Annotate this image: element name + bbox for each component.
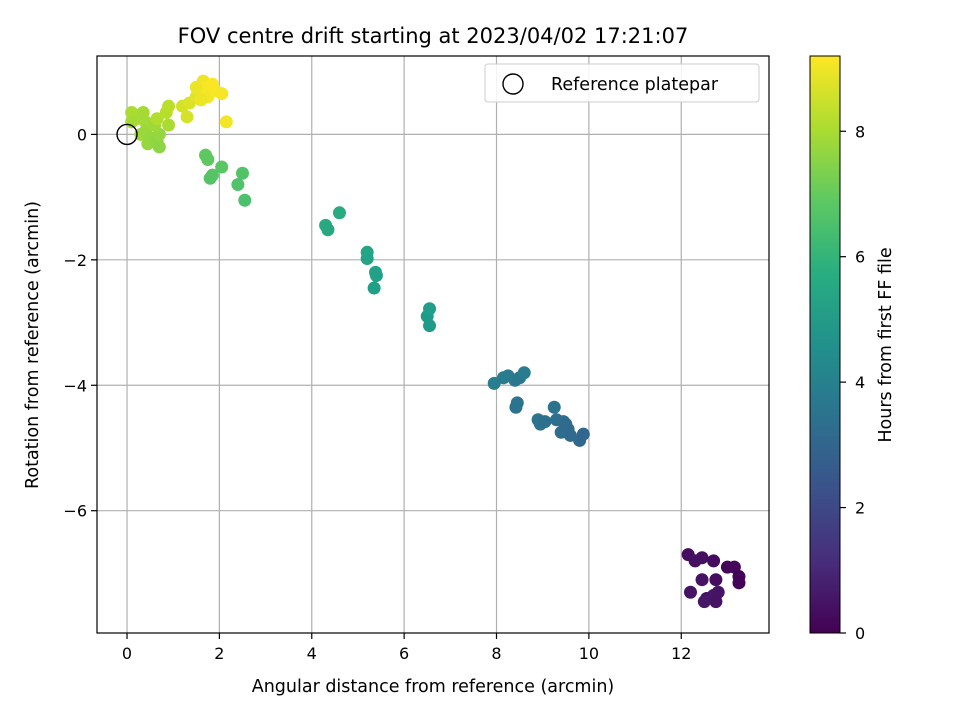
data-point xyxy=(152,140,166,154)
data-points xyxy=(125,74,746,609)
y-axis-label: Rotation from reference (arcmin) xyxy=(23,201,43,489)
data-point xyxy=(219,115,233,129)
legend-entry-reference-platepar: Reference platepar xyxy=(551,75,719,95)
y-tick-label: −6 xyxy=(63,502,87,521)
colorbar-tick-label: 4 xyxy=(855,373,865,392)
data-point xyxy=(423,319,437,333)
data-point xyxy=(367,281,381,295)
colorbar-tick-label: 0 xyxy=(855,624,865,643)
colorbar-ticks: 0 2 4 6 8 xyxy=(840,122,865,643)
x-tick-label: 10 xyxy=(579,644,599,663)
data-point xyxy=(732,576,746,590)
data-point xyxy=(231,178,245,192)
data-point xyxy=(125,115,139,129)
data-point xyxy=(369,269,383,283)
data-point xyxy=(509,400,523,414)
data-point xyxy=(709,595,723,609)
data-point xyxy=(215,160,229,174)
data-point xyxy=(235,166,249,180)
y-tick-label: −2 xyxy=(63,251,87,270)
x-tick-label: 12 xyxy=(671,644,691,663)
legend: Reference platepar xyxy=(484,63,760,103)
colorbar-gradient xyxy=(809,55,841,634)
data-point xyxy=(695,573,709,587)
chart-title: FOV centre drift starting at 2023/04/02 … xyxy=(178,24,689,48)
data-point xyxy=(576,427,590,441)
y-tick-label: −4 xyxy=(63,376,87,395)
data-point xyxy=(695,551,709,565)
colorbar-tick-label: 2 xyxy=(855,499,865,518)
colorbar-tick-label: 6 xyxy=(855,248,865,267)
plot-frame xyxy=(96,55,770,634)
data-point xyxy=(203,171,217,185)
data-point xyxy=(189,80,203,94)
data-point xyxy=(332,206,346,220)
data-point xyxy=(201,152,215,166)
data-point xyxy=(697,595,711,609)
data-point xyxy=(150,112,164,126)
x-tick-label: 4 xyxy=(307,644,317,663)
x-tick-label: 8 xyxy=(491,644,501,663)
reference-platepar-marker xyxy=(116,123,138,146)
data-point xyxy=(162,99,176,113)
data-point xyxy=(547,400,561,414)
legend-marker-icon xyxy=(502,73,524,95)
colorbar: 0 2 4 6 8 Hours from first FF file xyxy=(809,55,896,643)
data-point xyxy=(194,93,208,107)
x-axis-ticks: 0 2 4 6 8 10 12 xyxy=(122,633,691,663)
legend-box xyxy=(484,63,760,103)
x-tick-label: 0 xyxy=(122,644,132,663)
data-point xyxy=(517,366,531,380)
data-point xyxy=(238,193,252,207)
data-point xyxy=(162,118,176,132)
colorbar-tick-label: 8 xyxy=(855,122,865,141)
data-point xyxy=(215,87,229,101)
data-point xyxy=(538,415,552,429)
y-tick-label: 0 xyxy=(77,125,87,144)
data-point xyxy=(709,573,723,587)
y-axis-ticks: 0 −2 −4 −6 xyxy=(63,125,97,521)
data-point xyxy=(423,302,437,316)
data-point xyxy=(321,223,335,237)
data-point xyxy=(559,417,573,431)
data-point xyxy=(683,585,697,599)
colorbar-label: Hours from first FF file xyxy=(876,247,896,442)
data-point xyxy=(707,554,721,568)
x-axis-label: Angular distance from reference (arcmin) xyxy=(252,677,615,697)
data-point xyxy=(180,110,194,124)
data-point xyxy=(360,252,374,266)
grid-lines xyxy=(97,56,769,633)
x-tick-label: 6 xyxy=(399,644,409,663)
x-tick-label: 2 xyxy=(214,644,224,663)
